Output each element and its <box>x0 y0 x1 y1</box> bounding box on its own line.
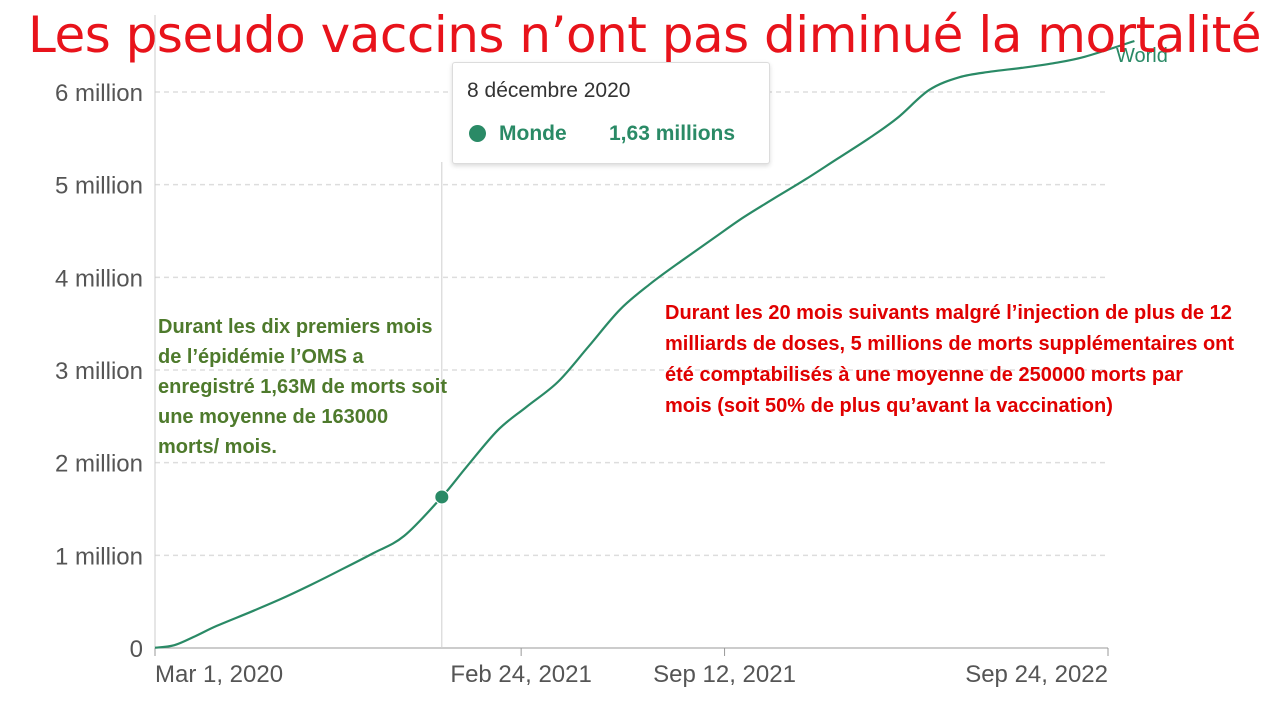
x-tick-label: Sep 24, 2022 <box>965 661 1108 688</box>
annotation-before-vaccination: Durant les dix premiers mois de l’épidém… <box>158 316 447 458</box>
y-axis-ticks: 0 1 million 2 million 3 million 4 million 5 m… <box>55 80 143 663</box>
highlight-point[interactable] <box>434 489 450 505</box>
y-tick-label: 2 million <box>55 451 143 478</box>
chart-gridlines <box>155 91 1108 557</box>
data-tooltip: 8 décembre 2020 Monde 1,63 millions <box>452 62 770 164</box>
y-tick-label: 5 million <box>55 173 143 200</box>
x-tick-label: Sep 12, 2021 <box>653 661 796 688</box>
y-tick-label: 0 <box>130 636 143 663</box>
tooltip-series-dot <box>469 125 486 142</box>
x-tick-label: Feb 24, 2021 <box>450 661 591 688</box>
x-tick-label: Mar 1, 2020 <box>155 661 283 688</box>
series-line-world <box>154 39 1135 649</box>
series-label-world: World <box>1116 45 1168 67</box>
y-tick-label: 4 million <box>55 265 143 292</box>
annotation-after-vaccination: Durant les 20 mois suivants malgré l’inj… <box>665 302 1235 417</box>
tooltip-value: 1,63 millions <box>609 122 736 145</box>
tooltip-series-name: Monde <box>499 122 567 145</box>
y-tick-label: 3 million <box>55 358 143 385</box>
x-axis-ticks: Mar 1, 2020 Feb 24, 2021 Sep 12, 2021 Sep 2… <box>154 648 1109 688</box>
tooltip-date: 8 décembre 2020 <box>467 79 631 102</box>
chart-title: Les pseudo vaccins n’ont pas diminué la … <box>28 6 1262 64</box>
y-tick-label: 6 million <box>55 80 143 107</box>
y-tick-label: 1 million <box>55 543 143 570</box>
